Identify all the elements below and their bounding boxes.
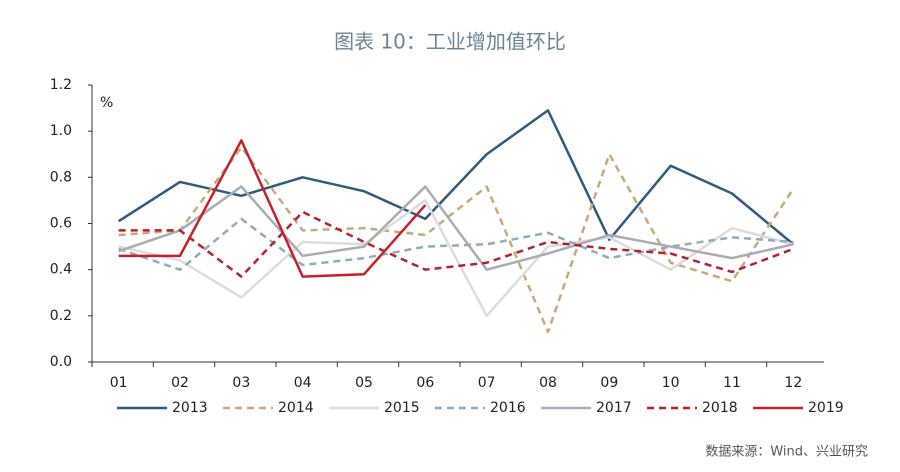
x-tick-label: 04 [294, 375, 312, 391]
y-tick-label: 0.8 [50, 169, 72, 185]
series-line [117, 109, 795, 246]
x-tick-label: 06 [416, 375, 434, 391]
legend-label: 2017 [596, 400, 632, 416]
legend-label: 2014 [278, 400, 314, 416]
legend-label: 2015 [384, 400, 420, 416]
y-unit: % [100, 95, 113, 111]
x-tick-label: 01 [110, 375, 128, 391]
series-line [118, 199, 794, 318]
x-tick-label: 09 [600, 375, 618, 391]
x-tick-label: 05 [355, 375, 373, 391]
series-line [118, 217, 794, 271]
y-tick-label: 0.6 [50, 216, 72, 232]
y-tick-label: 1.0 [50, 123, 72, 139]
legend-label: 2013 [172, 400, 208, 416]
y-tick-label: 1.2 [50, 77, 72, 93]
x-tick-label: 10 [662, 375, 680, 391]
x-tick-label: 11 [723, 375, 741, 391]
y-tick-label: 0.4 [50, 262, 72, 278]
legend-label: 2019 [808, 400, 844, 416]
y-tick-label: 0.2 [50, 308, 72, 324]
x-tick-label: 08 [539, 375, 557, 391]
x-tick-label: 03 [232, 375, 250, 391]
y-tick-label: 0.0 [50, 354, 72, 370]
x-tick-label: 07 [478, 375, 496, 391]
source: 数据来源：Wind、兴业研究 [705, 445, 868, 460]
series-line [118, 185, 794, 271]
legend-label: 2018 [702, 400, 738, 416]
x-tick-label: 12 [784, 375, 802, 391]
series-line [118, 210, 794, 278]
x-tick-label: 02 [171, 375, 189, 391]
chart-title: 图表 10：工业增加值环比 [334, 30, 566, 54]
series-line [118, 139, 427, 278]
legend-label: 2016 [490, 400, 526, 416]
